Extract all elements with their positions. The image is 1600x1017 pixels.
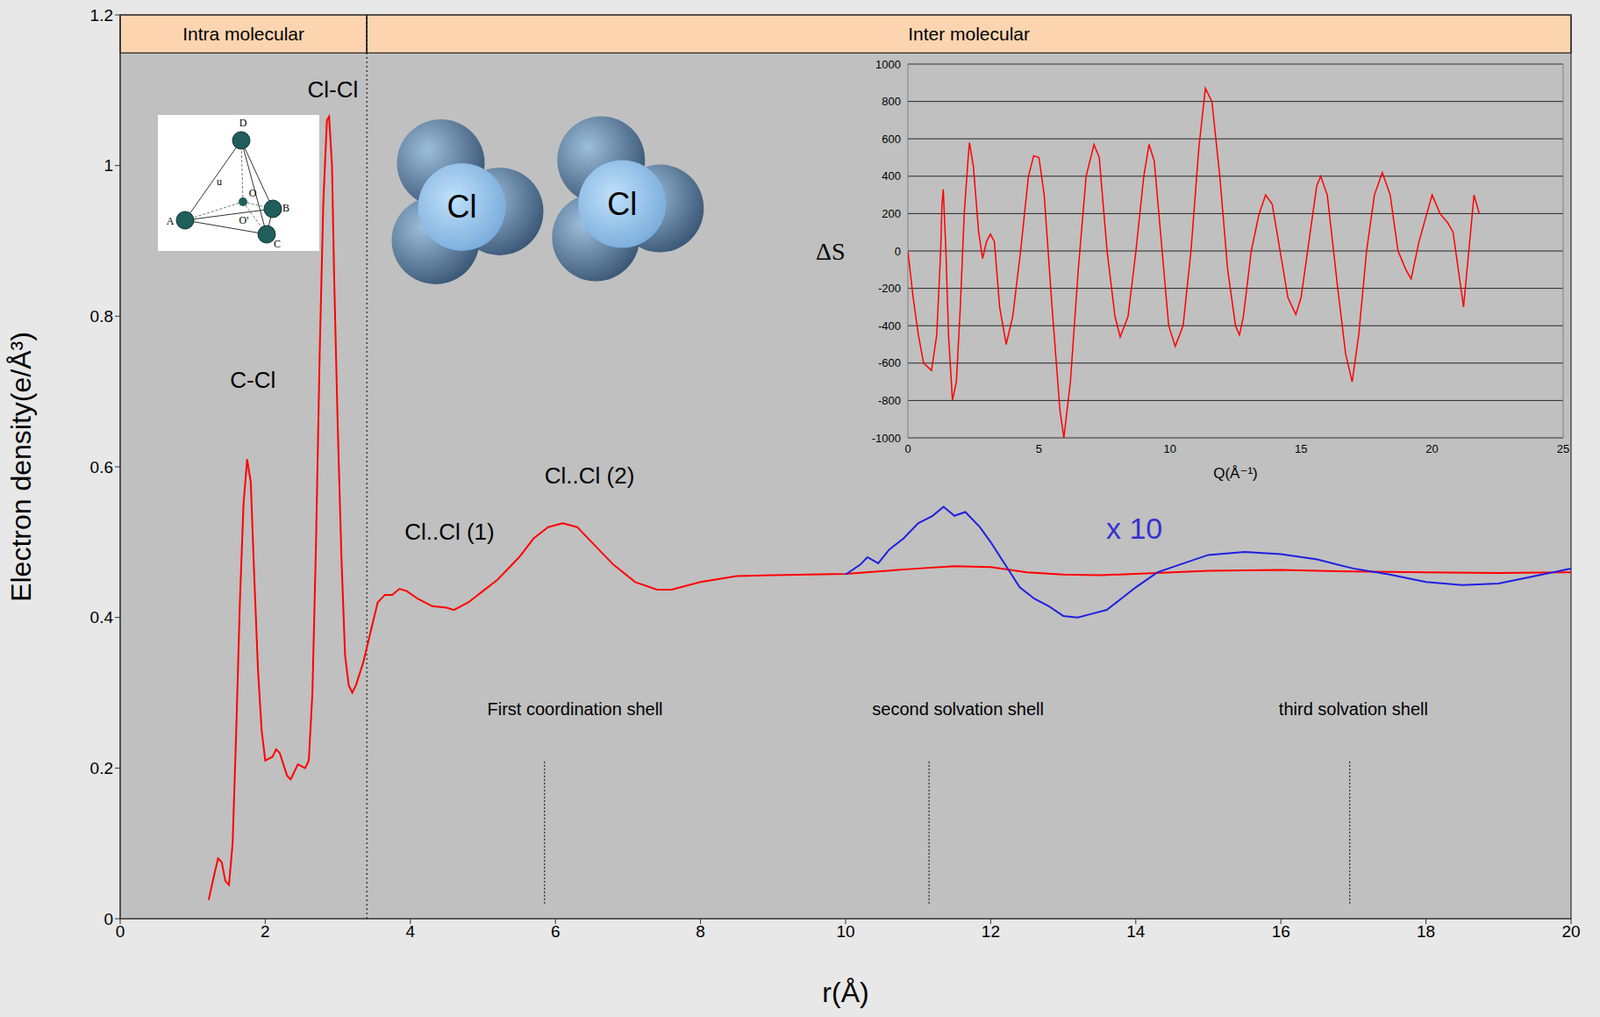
svg-text:15: 15	[1294, 442, 1308, 456]
svg-text:Cl: Cl	[447, 188, 478, 225]
svg-text:C: C	[273, 237, 281, 250]
svg-text:0: 0	[103, 909, 114, 929]
svg-text:D: D	[239, 116, 248, 129]
svg-text:10: 10	[1164, 442, 1177, 456]
svg-text:400: 400	[881, 169, 901, 183]
svg-text:14: 14	[1126, 921, 1146, 941]
svg-text:4: 4	[406, 921, 416, 941]
svg-text:1000: 1000	[875, 57, 901, 72]
svg-text:Intra molecular: Intra molecular	[182, 23, 305, 44]
svg-text:Q(Å⁻¹): Q(Å⁻¹)	[1213, 464, 1258, 482]
svg-text:u: u	[216, 175, 222, 188]
svg-text:Cl-Cl: Cl-Cl	[307, 76, 358, 103]
svg-text:-800: -800	[878, 393, 901, 408]
svg-text:First coordination shell: First coordination shell	[486, 699, 663, 719]
svg-text:Cl..Cl (1): Cl..Cl (1)	[404, 518, 495, 545]
svg-text:x 10: x 10	[1106, 511, 1163, 545]
svg-text:8: 8	[695, 921, 706, 941]
svg-text:A: A	[166, 214, 175, 228]
svg-text:-200: -200	[878, 281, 901, 295]
svg-text:20: 20	[1425, 442, 1438, 456]
svg-text:O': O'	[239, 214, 250, 227]
svg-text:O: O	[249, 186, 258, 200]
svg-text:0.6: 0.6	[90, 457, 114, 477]
svg-text:20: 20	[1561, 921, 1580, 941]
svg-text:18: 18	[1416, 921, 1436, 941]
svg-text:1.2: 1.2	[90, 6, 114, 25]
svg-text:600: 600	[881, 132, 901, 146]
svg-text:16: 16	[1271, 921, 1291, 941]
svg-text:Cl: Cl	[607, 185, 637, 222]
svg-text:-400: -400	[878, 319, 901, 333]
svg-text:0.8: 0.8	[90, 307, 114, 326]
svg-text:5: 5	[1035, 442, 1043, 456]
svg-text:C-Cl: C-Cl	[229, 366, 276, 393]
svg-text:r(Å): r(Å)	[821, 976, 869, 1008]
svg-text:1: 1	[103, 156, 114, 175]
svg-text:0.4: 0.4	[90, 607, 115, 627]
svg-text:Cl..Cl (2): Cl..Cl (2)	[544, 462, 636, 489]
svg-text:0: 0	[115, 921, 126, 941]
svg-text:10: 10	[835, 921, 855, 941]
svg-text:12: 12	[981, 921, 1000, 941]
svg-text:0.2: 0.2	[90, 758, 114, 778]
svg-text:0: 0	[904, 442, 911, 456]
svg-text:B: B	[282, 201, 290, 215]
svg-text:25: 25	[1557, 442, 1570, 456]
svg-text:Electron density(e/Å³): Electron density(e/Å³)	[5, 331, 37, 602]
svg-text:ΔS: ΔS	[815, 237, 846, 265]
svg-text:-600: -600	[878, 356, 901, 370]
svg-text:2: 2	[260, 921, 271, 941]
svg-text:200: 200	[881, 207, 901, 221]
svg-text:Inter molecular: Inter molecular	[907, 23, 1030, 44]
svg-text:third solvation shell: third solvation shell	[1278, 699, 1429, 719]
svg-text:second solvation shell: second solvation shell	[871, 699, 1044, 719]
svg-text:0: 0	[894, 244, 901, 258]
svg-text:800: 800	[881, 94, 901, 108]
svg-text:6: 6	[550, 921, 561, 941]
svg-text:-1000: -1000	[871, 431, 901, 445]
